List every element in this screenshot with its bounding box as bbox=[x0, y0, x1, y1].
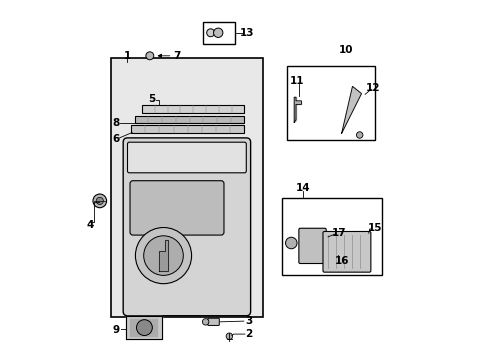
Bar bbox=[203, 22, 234, 44]
Circle shape bbox=[202, 319, 208, 325]
FancyBboxPatch shape bbox=[322, 231, 370, 272]
Polygon shape bbox=[125, 316, 162, 339]
FancyBboxPatch shape bbox=[127, 142, 246, 173]
Text: 14: 14 bbox=[295, 183, 310, 193]
Circle shape bbox=[136, 320, 152, 336]
Circle shape bbox=[213, 28, 223, 37]
FancyBboxPatch shape bbox=[123, 138, 250, 316]
Circle shape bbox=[145, 52, 153, 60]
Bar bbox=[142, 105, 244, 113]
FancyBboxPatch shape bbox=[298, 228, 325, 264]
Text: 16: 16 bbox=[334, 256, 348, 266]
Polygon shape bbox=[341, 86, 361, 133]
Text: 9: 9 bbox=[112, 325, 119, 335]
Circle shape bbox=[225, 333, 232, 339]
Polygon shape bbox=[130, 319, 157, 336]
Circle shape bbox=[143, 236, 183, 275]
FancyBboxPatch shape bbox=[130, 181, 224, 235]
Text: 5: 5 bbox=[148, 94, 155, 104]
Text: 8: 8 bbox=[112, 118, 119, 129]
Circle shape bbox=[285, 237, 296, 249]
Circle shape bbox=[96, 197, 103, 204]
Bar bbox=[131, 125, 244, 133]
FancyBboxPatch shape bbox=[207, 318, 219, 325]
Bar bbox=[134, 116, 244, 123]
Text: 15: 15 bbox=[367, 223, 381, 233]
FancyBboxPatch shape bbox=[111, 58, 262, 317]
Text: 2: 2 bbox=[245, 329, 252, 339]
Circle shape bbox=[356, 132, 362, 138]
Text: 3: 3 bbox=[245, 316, 252, 326]
Text: 17: 17 bbox=[331, 228, 346, 238]
Circle shape bbox=[93, 194, 106, 208]
Text: 11: 11 bbox=[289, 76, 304, 86]
Bar bbox=[281, 198, 381, 275]
Polygon shape bbox=[159, 240, 168, 271]
Text: 12: 12 bbox=[366, 83, 380, 93]
Text: 13: 13 bbox=[240, 28, 254, 39]
Circle shape bbox=[206, 29, 214, 37]
Bar bbox=[286, 66, 374, 140]
Text: 10: 10 bbox=[338, 45, 352, 55]
Circle shape bbox=[135, 228, 191, 284]
Text: 1: 1 bbox=[123, 51, 131, 61]
Text: 4: 4 bbox=[86, 220, 93, 230]
Polygon shape bbox=[294, 97, 301, 122]
Text: 7: 7 bbox=[173, 51, 180, 61]
Text: 6: 6 bbox=[112, 134, 119, 144]
